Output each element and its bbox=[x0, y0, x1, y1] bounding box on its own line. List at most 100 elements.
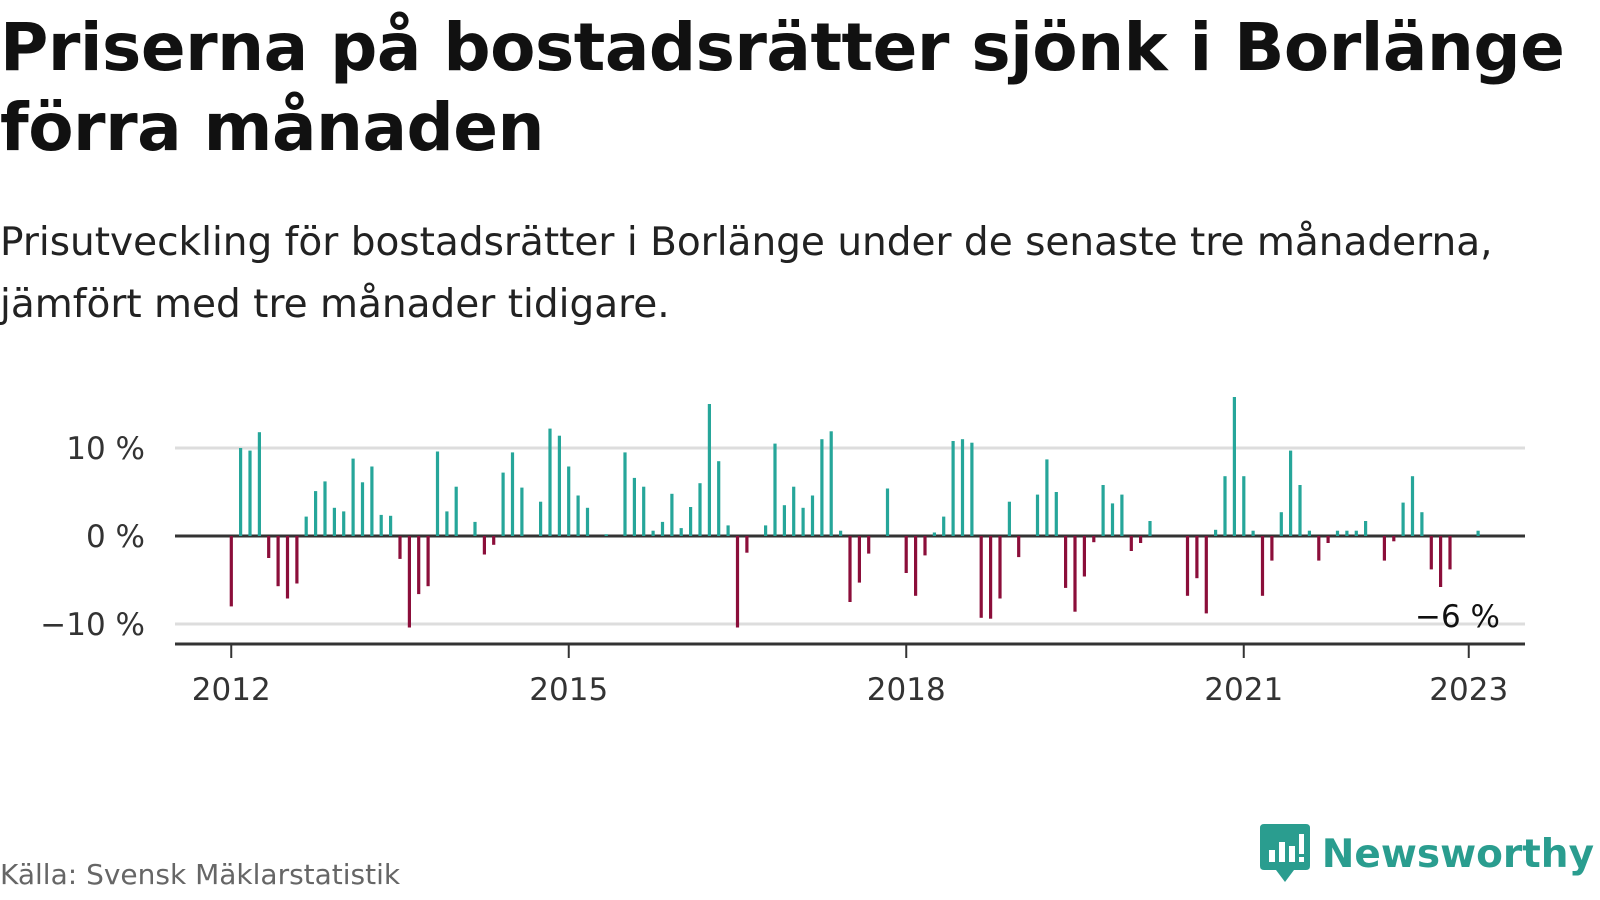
bar bbox=[1185, 536, 1190, 596]
bar bbox=[285, 536, 290, 599]
bar bbox=[257, 432, 261, 536]
bar bbox=[501, 472, 505, 536]
bar bbox=[370, 466, 374, 536]
last-value-label: −6 % bbox=[1415, 599, 1500, 635]
x-tick-label: 2023 bbox=[1429, 672, 1508, 708]
bar bbox=[1148, 521, 1152, 536]
bar bbox=[914, 536, 918, 596]
bar bbox=[651, 530, 655, 536]
bar bbox=[454, 486, 458, 536]
bar bbox=[1392, 536, 1396, 542]
bar bbox=[904, 536, 908, 573]
bar bbox=[839, 530, 843, 536]
bar bbox=[567, 466, 571, 536]
bar bbox=[773, 443, 777, 536]
source-note: Källa: Svensk Mäklarstatistik bbox=[0, 858, 401, 891]
bar bbox=[792, 486, 796, 536]
bar bbox=[482, 536, 486, 555]
bar bbox=[267, 536, 271, 558]
bar bbox=[951, 441, 955, 536]
bar bbox=[1410, 476, 1415, 536]
bar bbox=[670, 493, 674, 536]
bar bbox=[1354, 530, 1358, 536]
bar bbox=[379, 514, 383, 536]
x-axis: 2012 2015 2018 2021 2023 bbox=[175, 642, 1525, 708]
bar bbox=[1129, 536, 1133, 551]
bar bbox=[660, 521, 665, 536]
bar bbox=[510, 452, 515, 536]
bar bbox=[1073, 536, 1077, 612]
bar bbox=[1242, 476, 1246, 536]
bar bbox=[248, 450, 252, 536]
bar bbox=[970, 442, 974, 536]
bar bbox=[942, 516, 946, 536]
bar bbox=[1448, 536, 1452, 570]
bar bbox=[304, 516, 308, 536]
bar bbox=[1317, 536, 1321, 561]
bar bbox=[1082, 536, 1086, 577]
bar bbox=[1401, 502, 1405, 536]
bar bbox=[1232, 397, 1236, 536]
bar bbox=[1345, 530, 1349, 536]
bar bbox=[979, 536, 983, 618]
bar bbox=[829, 431, 833, 536]
newsworthy-logo-icon bbox=[1259, 824, 1310, 882]
bar bbox=[1110, 503, 1115, 536]
brand-logo: Newsworthy bbox=[1259, 824, 1594, 884]
bar bbox=[276, 536, 280, 587]
bar bbox=[810, 495, 815, 536]
bar bbox=[698, 483, 702, 536]
bar bbox=[576, 495, 580, 536]
bar bbox=[998, 536, 1002, 599]
bar bbox=[389, 515, 393, 536]
bar bbox=[473, 521, 477, 536]
bar bbox=[229, 536, 233, 607]
bar bbox=[1204, 536, 1208, 614]
bar bbox=[923, 536, 927, 556]
bar bbox=[1382, 536, 1386, 561]
bar bbox=[1289, 450, 1293, 536]
bar bbox=[848, 536, 852, 602]
bar bbox=[735, 536, 740, 628]
bar bbox=[492, 536, 496, 545]
bar bbox=[764, 525, 768, 536]
bar bbox=[520, 487, 524, 536]
bar bbox=[1335, 530, 1340, 536]
bar bbox=[726, 525, 730, 536]
bar bbox=[1260, 536, 1265, 596]
bar bbox=[1017, 536, 1021, 558]
bar bbox=[989, 536, 993, 619]
bar bbox=[632, 477, 636, 536]
x-tick-label: 2015 bbox=[529, 672, 608, 708]
bar bbox=[717, 461, 721, 536]
bar bbox=[1429, 536, 1433, 570]
bar bbox=[1054, 492, 1058, 536]
x-tick-label: 2021 bbox=[1204, 672, 1283, 708]
bar bbox=[1307, 530, 1311, 536]
bar bbox=[1064, 536, 1068, 588]
bar bbox=[398, 536, 402, 559]
bar bbox=[1195, 536, 1199, 579]
bar bbox=[417, 536, 421, 595]
bar bbox=[1364, 521, 1368, 536]
bar bbox=[351, 458, 355, 536]
y-tick-label: 10 % bbox=[66, 431, 145, 467]
y-tick-label: 0 % bbox=[86, 519, 145, 555]
bar bbox=[1092, 536, 1096, 543]
bar bbox=[1120, 494, 1124, 536]
bar bbox=[623, 452, 627, 536]
bar bbox=[557, 435, 561, 536]
bar bbox=[332, 507, 336, 536]
bar bbox=[1214, 529, 1218, 536]
y-tick-label: −10 % bbox=[40, 607, 145, 643]
bar bbox=[1101, 485, 1105, 536]
y-axis-ticks: 10 % 0 % −10 % bbox=[40, 431, 145, 643]
bar bbox=[932, 532, 936, 536]
bar bbox=[782, 505, 786, 536]
bar bbox=[885, 488, 890, 536]
page-title: Priserna på bostadsrätter sjönk i Borlän… bbox=[0, 9, 1565, 166]
page-subtitle: Prisutveckling för bostadsrätter i Borlä… bbox=[0, 220, 1493, 327]
bar bbox=[426, 536, 430, 587]
brand-name: Newsworthy bbox=[1321, 831, 1594, 877]
bar bbox=[960, 439, 965, 536]
